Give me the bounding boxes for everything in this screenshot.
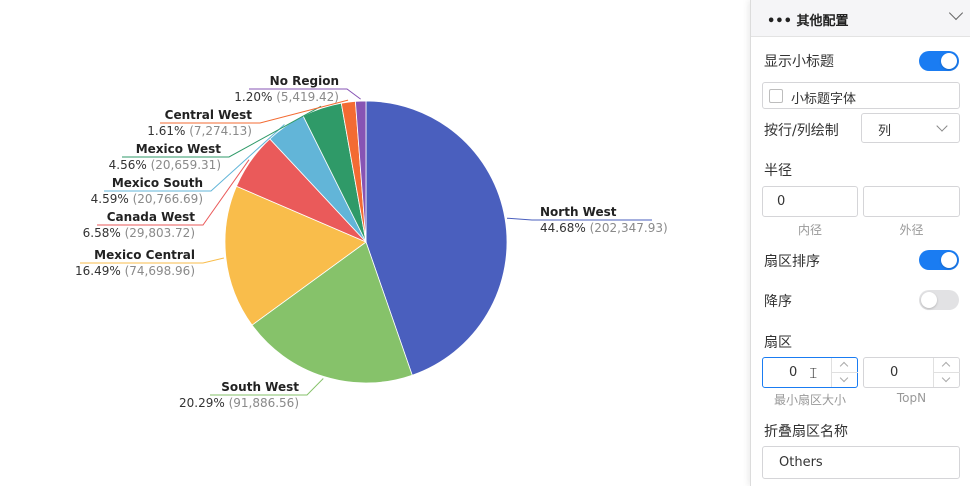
leader-line <box>80 257 225 264</box>
chevron-down-icon[interactable] <box>948 5 964 21</box>
pie-chart: North West 44.68% (202,347.93) South West 2… <box>75 74 668 410</box>
slice-amount: (5,419.42) <box>276 90 339 104</box>
min-sector-value: 0 <box>789 365 798 380</box>
subtitle-font-option[interactable]: 小标题字体 <box>762 82 960 109</box>
topn-value: 0 <box>890 365 899 380</box>
pie-slice-south-west[interactable] <box>251 241 413 384</box>
slice-amount: (91,886.56) <box>229 396 299 410</box>
pie-slice-mexico-central[interactable] <box>224 185 367 326</box>
inner-radius-caption: 内径 <box>797 223 822 237</box>
show-subtitle-toggle[interactable] <box>919 51 959 71</box>
draw-by-value: 列 <box>878 124 892 139</box>
panel-title: ••• 其他配置 <box>767 14 849 29</box>
slice-label-name: Mexico Central <box>94 248 195 262</box>
draw-by-label: 按行/列绘制 <box>764 123 839 139</box>
config-panel: ••• 其他配置 显示小标题 小标题字体 按行/列绘制 列 半径 0 内径 外径… <box>750 0 970 486</box>
sector-sort-label: 扇区排序 <box>764 254 820 270</box>
slice-amount: (29,803.72) <box>125 226 195 240</box>
pie-slice-north-west[interactable] <box>365 100 508 376</box>
slice-label-value: 6.58% (29,803.72) <box>83 226 195 240</box>
slice-percent: 1.20% <box>234 90 276 104</box>
stepper-down-icon[interactable] <box>934 372 960 385</box>
sector-sort-toggle[interactable] <box>919 250 959 270</box>
show-subtitle-label: 显示小标题 <box>764 54 834 70</box>
leader-line <box>506 217 652 221</box>
outer-radius-input[interactable] <box>863 186 960 217</box>
slice-percent: 20.29% <box>179 396 229 410</box>
leader-line <box>104 124 285 192</box>
slice-label-value: 4.56% (20,659.31) <box>109 158 221 172</box>
toggle-knob <box>921 292 937 308</box>
chart-area: North West 44.68% (202,347.93) South West 2… <box>74 74 668 410</box>
leader-line <box>97 159 250 226</box>
stepper-down-icon[interactable] <box>832 372 858 385</box>
slice-label-value: 1.61% (7,274.13) <box>147 124 252 138</box>
slice-label-name: Central West <box>165 108 253 122</box>
stepper-up-icon[interactable] <box>832 358 858 371</box>
slice-label-name: Canada West <box>107 210 196 224</box>
topn-input[interactable]: 0 <box>863 357 960 388</box>
slice-percent: 4.56% <box>109 158 151 172</box>
slice-percent: 4.59% <box>91 192 133 206</box>
inner-radius-value: 0 <box>777 194 786 209</box>
slice-label-value: 16.49% (74,698.96) <box>75 264 195 278</box>
descending-label: 降序 <box>764 294 792 310</box>
text-cursor-icon: 𝙸 <box>808 364 819 382</box>
slice-percent: 1.61% <box>147 124 189 138</box>
leader-line <box>122 105 322 158</box>
slice-label-name: Mexico West <box>136 142 222 156</box>
fold-sector-name-label: 折叠扇区名称 <box>764 424 848 440</box>
slice-label-name: South West <box>221 380 299 394</box>
draw-by-select[interactable]: 列 <box>861 113 960 143</box>
slice-label-value: 4.59% (20,766.69) <box>91 192 203 206</box>
other-config-header[interactable]: ••• 其他配置 <box>751 0 970 37</box>
radius-label: 半径 <box>764 163 792 179</box>
slice-label-name: No Region <box>270 74 339 88</box>
inner-radius-input[interactable]: 0 <box>762 186 858 217</box>
pie-slice-no-region[interactable] <box>354 100 367 243</box>
leader-line <box>160 99 349 124</box>
fold-sector-name-value: Others <box>779 455 823 470</box>
sector-label: 扇区 <box>764 335 792 351</box>
slice-amount: (7,274.13) <box>189 124 252 138</box>
slice-percent: 16.49% <box>75 264 125 278</box>
slice-percent: 6.58% <box>83 226 125 240</box>
slice-amount: (202,347.93) <box>590 221 668 235</box>
slice-label-name: North West <box>540 205 617 219</box>
stepper-up-icon[interactable] <box>934 358 960 371</box>
min-sector-caption: 最小扇区大小 <box>773 393 846 407</box>
leader-line <box>210 378 324 396</box>
min-sector-stepper[interactable] <box>831 358 858 387</box>
slice-label-value: 44.68% (202,347.93) <box>540 221 668 235</box>
topn-stepper[interactable] <box>933 358 960 387</box>
chevron-down-icon <box>936 120 948 132</box>
topn-caption: TopN <box>896 391 927 405</box>
slice-label-name: Mexico South <box>112 176 203 190</box>
slice-amount: (20,659.31) <box>151 158 221 172</box>
subtitle-font-label: 小标题字体 <box>791 92 857 107</box>
slice-amount: (74,698.96) <box>125 264 195 278</box>
outer-radius-caption: 外径 <box>899 223 924 237</box>
slice-amount: (20,766.69) <box>133 192 203 206</box>
subtitle-font-checkbox[interactable] <box>769 89 783 103</box>
toggle-knob <box>941 53 957 69</box>
descending-toggle[interactable] <box>919 290 959 310</box>
slice-label-value: 1.20% (5,419.42) <box>234 90 339 104</box>
toggle-knob <box>941 252 957 268</box>
slice-percent: 44.68% <box>540 221 590 235</box>
leader-line <box>249 88 361 100</box>
slice-label-value: 20.29% (91,886.56) <box>179 396 299 410</box>
min-sector-size-input[interactable]: 0 𝙸 <box>762 357 858 388</box>
fold-sector-name-input[interactable]: Others <box>762 446 960 479</box>
